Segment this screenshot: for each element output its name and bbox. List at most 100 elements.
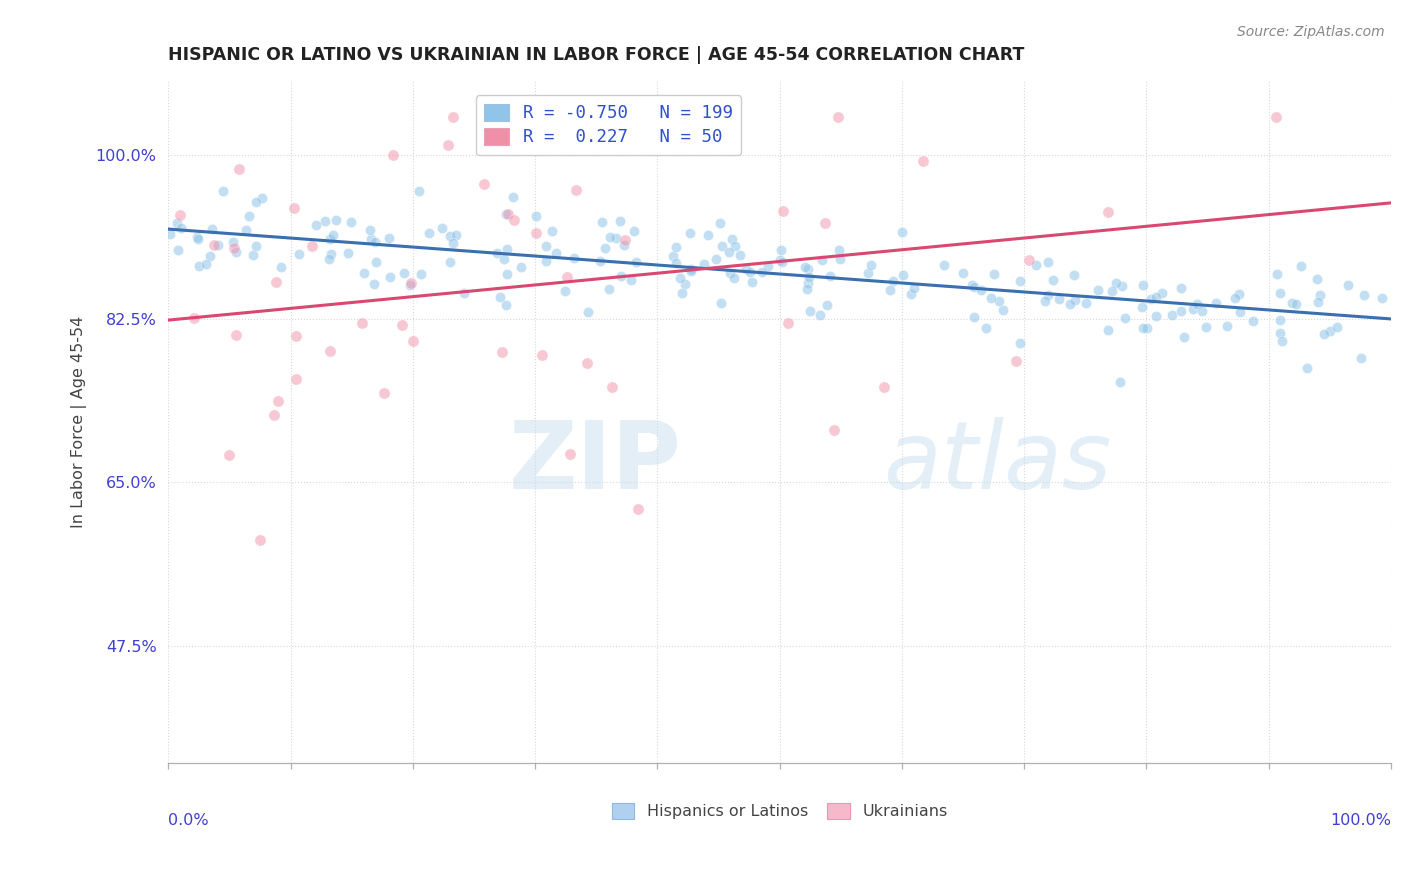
Point — [1371, 291, 1393, 305]
Point — [1337, 277, 1360, 292]
Point — [378, 230, 401, 244]
Point — [770, 244, 793, 258]
Point — [558, 446, 581, 460]
Point — [718, 266, 741, 280]
Point — [503, 212, 526, 227]
Point — [1281, 295, 1303, 310]
Point — [565, 183, 588, 197]
Point — [980, 292, 1002, 306]
Point — [495, 297, 517, 311]
Point — [364, 235, 387, 249]
Point — [730, 248, 752, 262]
Point — [364, 254, 387, 268]
Point — [489, 290, 512, 304]
Point — [679, 127, 702, 141]
Point — [242, 247, 264, 261]
Point — [201, 221, 224, 235]
Point — [554, 285, 576, 299]
Point — [284, 372, 307, 386]
Point — [734, 261, 756, 276]
Point — [169, 208, 191, 222]
Point — [1008, 274, 1031, 288]
Point — [319, 231, 342, 245]
Point — [408, 184, 430, 198]
Point — [444, 227, 467, 242]
Point — [245, 195, 267, 210]
Point — [1152, 285, 1174, 300]
Point — [170, 221, 193, 235]
Point — [976, 321, 998, 335]
Point — [439, 254, 461, 268]
Point — [314, 214, 336, 228]
Point — [534, 254, 557, 268]
Point — [1097, 205, 1119, 219]
Point — [589, 254, 612, 268]
Point — [492, 252, 515, 266]
Point — [534, 239, 557, 253]
Point — [1161, 308, 1184, 322]
Point — [598, 282, 620, 296]
Point — [218, 448, 240, 462]
Point — [932, 258, 955, 272]
Point — [1132, 277, 1154, 292]
Point — [285, 328, 308, 343]
Point — [1144, 290, 1167, 304]
Point — [1285, 297, 1308, 311]
Point — [380, 270, 402, 285]
Point — [1265, 110, 1288, 124]
Point — [593, 241, 616, 255]
Point — [1097, 323, 1119, 337]
Point — [1047, 292, 1070, 306]
Point — [814, 217, 837, 231]
Text: ZIP: ZIP — [509, 417, 682, 508]
Point — [263, 409, 285, 423]
Point — [439, 229, 461, 244]
Point — [1270, 326, 1292, 341]
Point — [288, 246, 311, 260]
Point — [322, 227, 344, 242]
Point — [401, 276, 423, 290]
Point — [225, 244, 247, 259]
Point — [509, 260, 531, 274]
Point — [665, 240, 688, 254]
Point — [340, 214, 363, 228]
Point — [599, 230, 621, 244]
Point — [1170, 281, 1192, 295]
Point — [741, 275, 763, 289]
Point — [662, 249, 685, 263]
Point — [495, 207, 517, 221]
Point — [614, 233, 637, 247]
Point — [1010, 335, 1032, 350]
Point — [723, 270, 745, 285]
Point — [225, 328, 247, 343]
Point — [194, 256, 217, 270]
Point — [325, 212, 347, 227]
Text: HISPANIC OR LATINO VS UKRAINIAN IN LABOR FORCE | AGE 45-54 CORRELATION CHART: HISPANIC OR LATINO VS UKRAINIAN IN LABOR… — [169, 46, 1025, 64]
Point — [815, 298, 838, 312]
Point — [1241, 314, 1264, 328]
Point — [267, 394, 290, 409]
Point — [720, 232, 742, 246]
Legend: Hispanics or Latinos, Ukrainians: Hispanics or Latinos, Ukrainians — [603, 796, 956, 827]
Point — [544, 245, 567, 260]
Point — [249, 533, 271, 547]
Point — [1326, 320, 1348, 334]
Point — [1059, 297, 1081, 311]
Y-axis label: In Labor Force | Age 45-54: In Labor Force | Age 45-54 — [72, 316, 87, 528]
Point — [319, 343, 342, 358]
Point — [186, 230, 208, 244]
Point — [409, 268, 432, 282]
Point — [627, 502, 650, 516]
Point — [1225, 291, 1247, 305]
Point — [235, 223, 257, 237]
Point — [623, 224, 645, 238]
Point — [1018, 252, 1040, 267]
Point — [1265, 267, 1288, 281]
Point — [827, 110, 849, 124]
Point — [1191, 303, 1213, 318]
Point — [668, 271, 690, 285]
Point — [283, 201, 305, 215]
Point — [796, 281, 818, 295]
Point — [321, 247, 343, 261]
Point — [751, 265, 773, 279]
